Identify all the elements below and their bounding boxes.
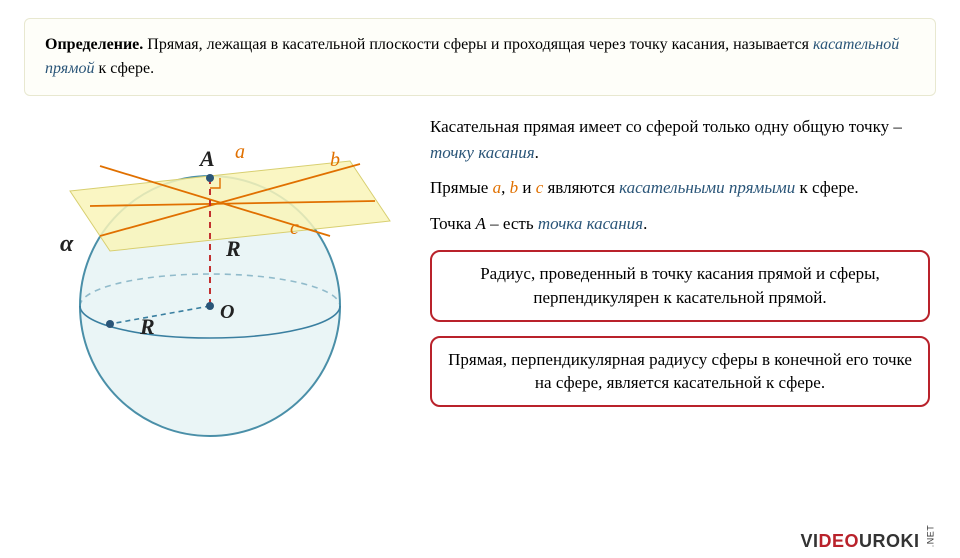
paragraph-3: Точка A – есть точка касания. xyxy=(430,211,930,237)
brand-logo: VIDEOUROKI.NET xyxy=(800,531,942,552)
explanation-column: Касательная прямая имеет со сферой тольк… xyxy=(420,106,960,466)
definition-box: Определение. Прямая, лежащая в касательн… xyxy=(24,18,936,96)
svg-text:c: c xyxy=(290,217,299,239)
svg-text:R: R xyxy=(225,236,241,261)
callout-radius-perp: Радиус, проведенный в точку касания прям… xyxy=(430,250,930,322)
paragraph-2: Прямые a, b и c являются касательными пр… xyxy=(430,175,930,201)
diagram: Aa b c α R R O xyxy=(0,106,420,466)
paragraph-1: Касательная прямая имеет со сферой тольк… xyxy=(430,114,930,165)
svg-text:A: A xyxy=(198,146,215,171)
svg-text:a: a xyxy=(235,141,245,163)
definition-text-before: Прямая, лежащая в касательной плоскости … xyxy=(143,36,813,53)
svg-text:O: O xyxy=(220,301,234,323)
svg-text:R: R xyxy=(139,314,155,339)
svg-text:b: b xyxy=(330,149,340,171)
svg-text:α: α xyxy=(60,231,74,257)
sphere-diagram: Aa b c α R R O xyxy=(0,106,420,466)
callout-line-tangent: Прямая, перпендикулярная радиусу сферы в… xyxy=(430,336,930,408)
definition-label: Определение. xyxy=(45,36,143,53)
content-row: Aa b c α R R O Касательная прямая имеет со сфе… xyxy=(0,106,960,466)
definition-text-after: к сфере. xyxy=(94,60,154,77)
